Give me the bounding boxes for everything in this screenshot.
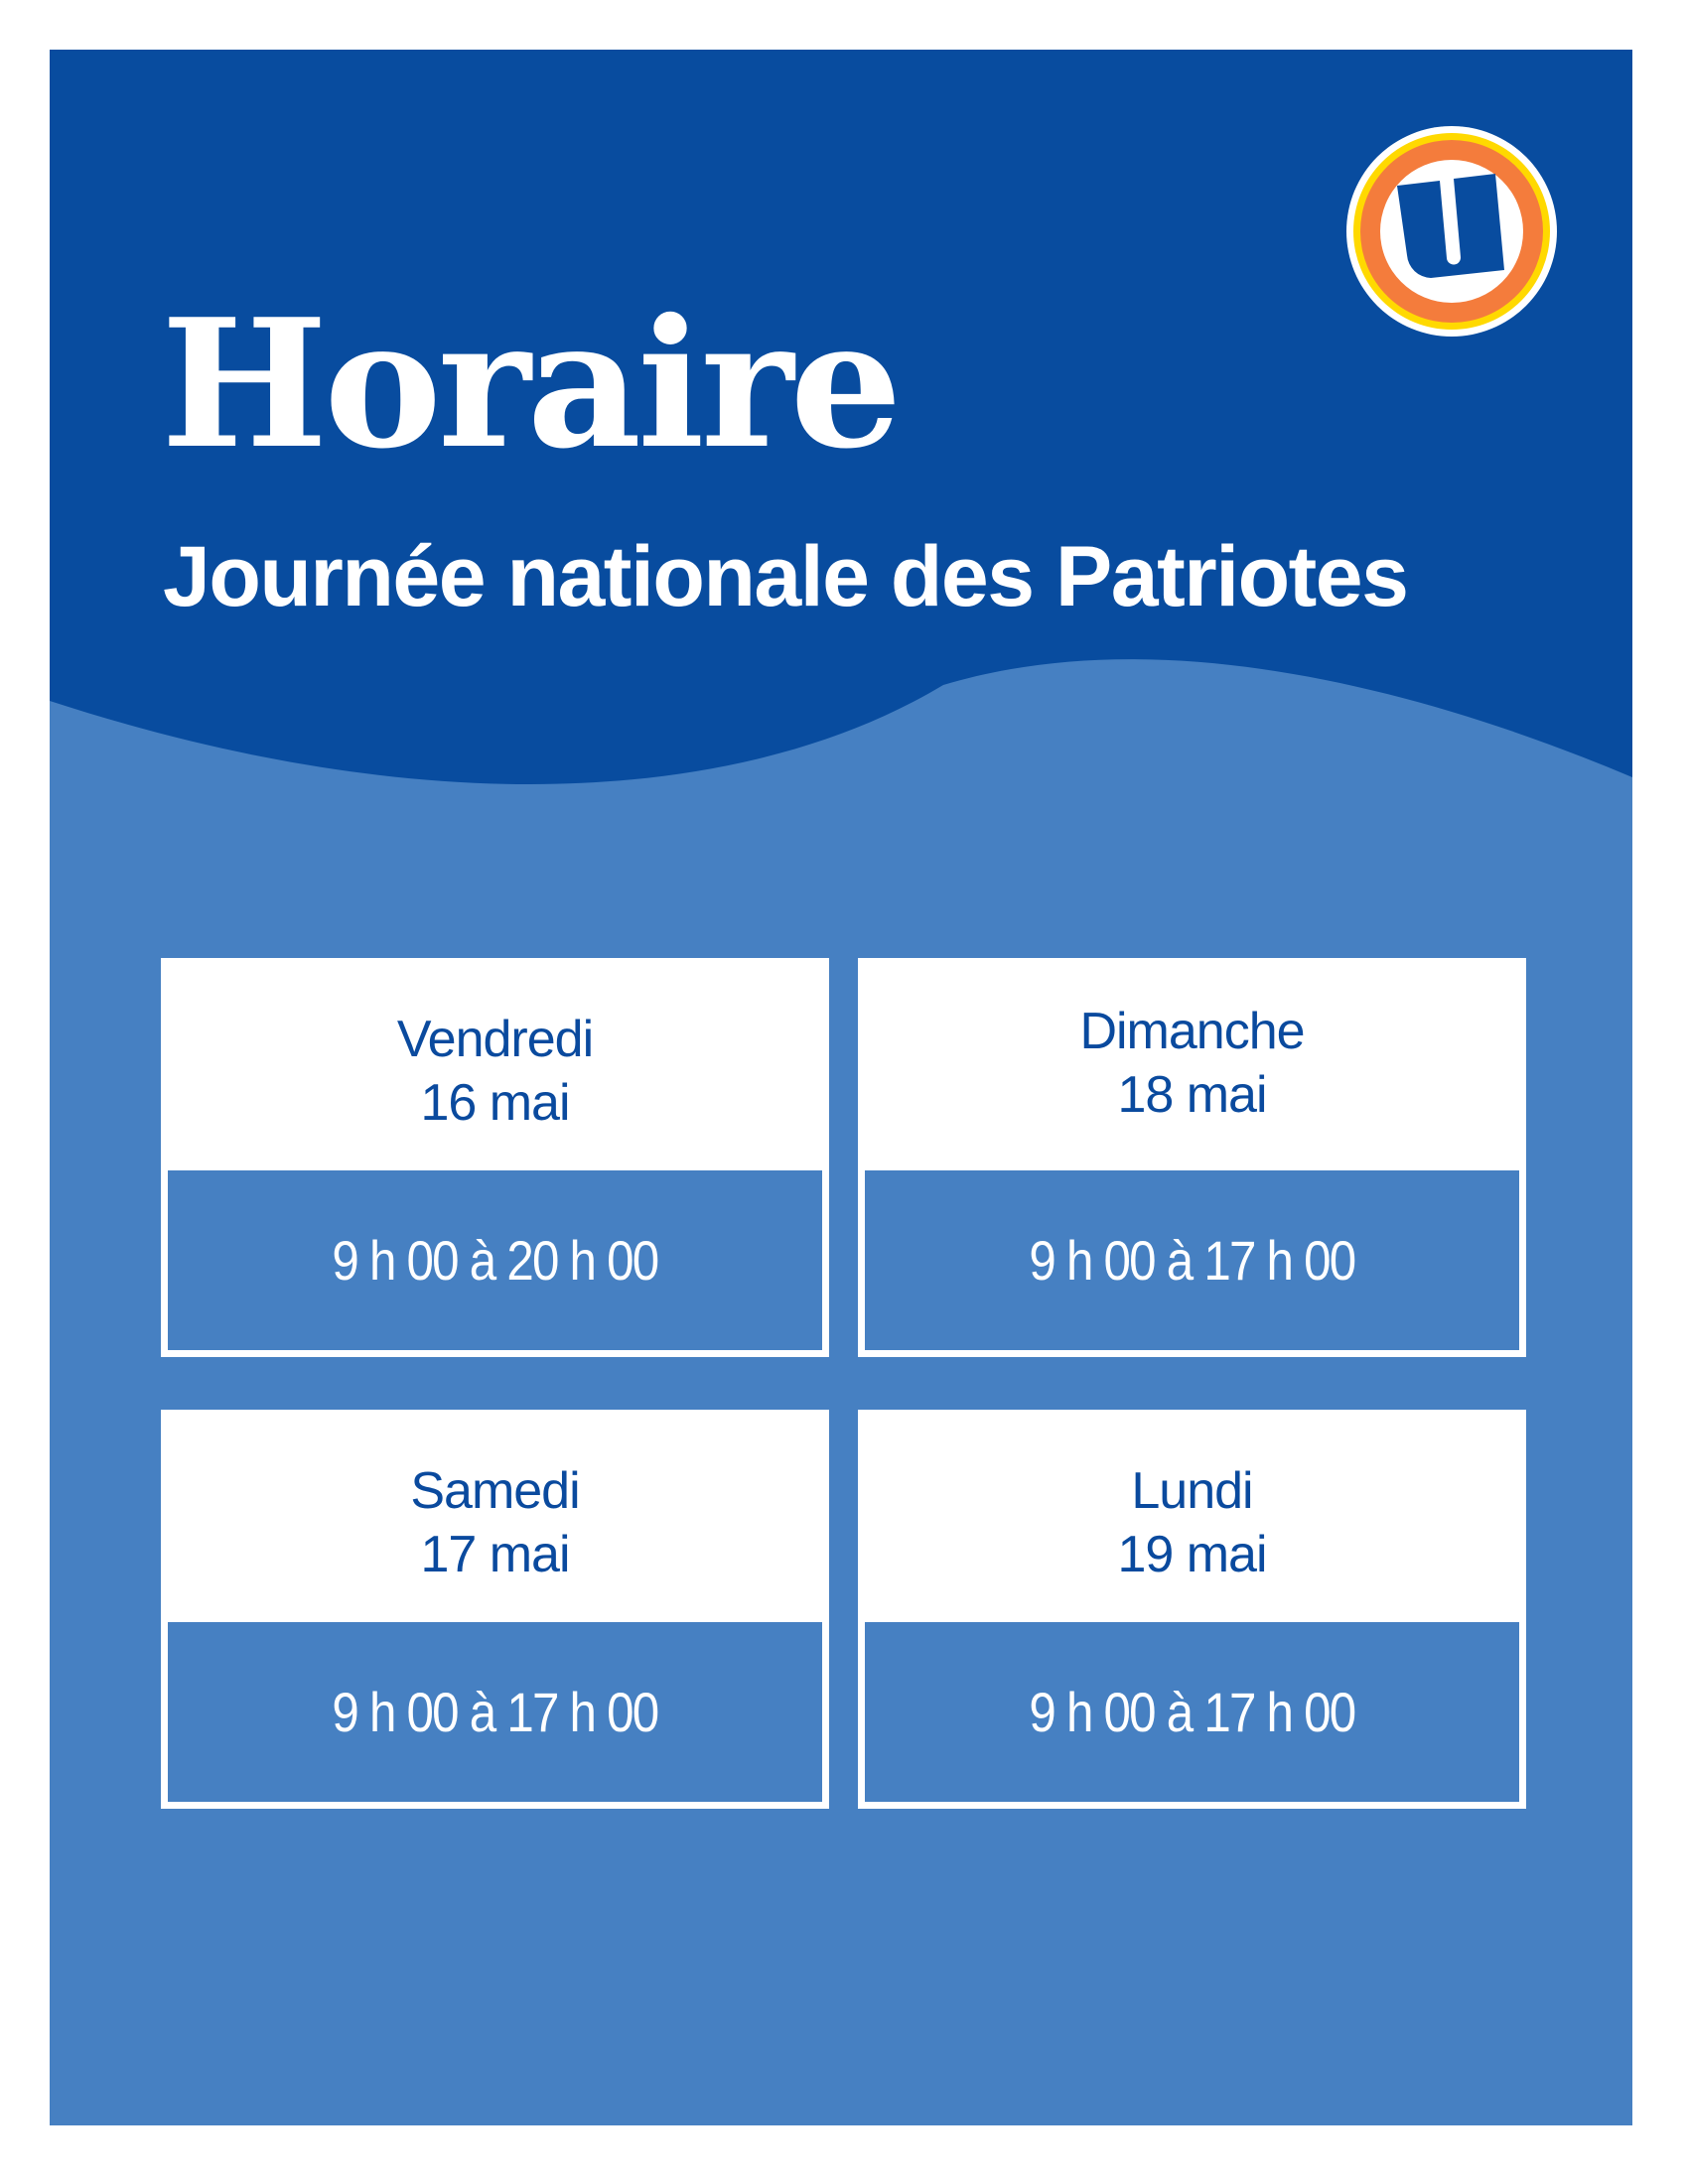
- schedule-hours: 9 h 00 à 17 h 00: [865, 1170, 1519, 1350]
- schedule-day: Dimanche 18 mai: [858, 1000, 1526, 1127]
- day-name: Vendredi: [396, 1011, 594, 1068]
- header-wave-background: [50, 50, 1632, 784]
- day-name: Lundi: [1131, 1462, 1253, 1520]
- hours-text: 9 h 00 à 20 h 00: [332, 1229, 659, 1292]
- schedule-hours: 9 h 00 à 20 h 00: [168, 1170, 822, 1350]
- schedule-hours: 9 h 00 à 17 h 00: [168, 1622, 822, 1802]
- day-name: Samedi: [410, 1462, 580, 1520]
- day-name: Dimanche: [1079, 1003, 1305, 1060]
- schedule-day: Vendredi 16 mai: [161, 1008, 829, 1135]
- day-date: 19 mai: [1117, 1526, 1267, 1583]
- uniprix-logo: [1346, 126, 1557, 337]
- schedule-card-saturday: Samedi 17 mai 9 h 00 à 17 h 00: [161, 1410, 829, 1809]
- day-date: 17 mai: [420, 1526, 570, 1583]
- poster-panel: Horaire Journée nationale des Patriotes …: [50, 50, 1632, 2125]
- day-date: 16 mai: [420, 1074, 570, 1132]
- schedule-hours: 9 h 00 à 17 h 00: [865, 1622, 1519, 1802]
- page-title: Horaire: [161, 280, 903, 487]
- day-date: 18 mai: [1117, 1066, 1267, 1124]
- hours-text: 9 h 00 à 17 h 00: [332, 1681, 659, 1743]
- page-subtitle: Journée nationale des Patriotes: [163, 529, 1409, 624]
- schedule-card-sunday: Dimanche 18 mai 9 h 00 à 17 h 00: [858, 958, 1526, 1357]
- hours-text: 9 h 00 à 17 h 00: [1029, 1681, 1356, 1743]
- schedule-day: Samedi 17 mai: [161, 1459, 829, 1586]
- hours-text: 9 h 00 à 17 h 00: [1029, 1229, 1356, 1292]
- schedule-card-monday: Lundi 19 mai 9 h 00 à 17 h 00: [858, 1410, 1526, 1809]
- schedule-card-friday: Vendredi 16 mai 9 h 00 à 20 h 00: [161, 958, 829, 1357]
- schedule-day: Lundi 19 mai: [858, 1459, 1526, 1586]
